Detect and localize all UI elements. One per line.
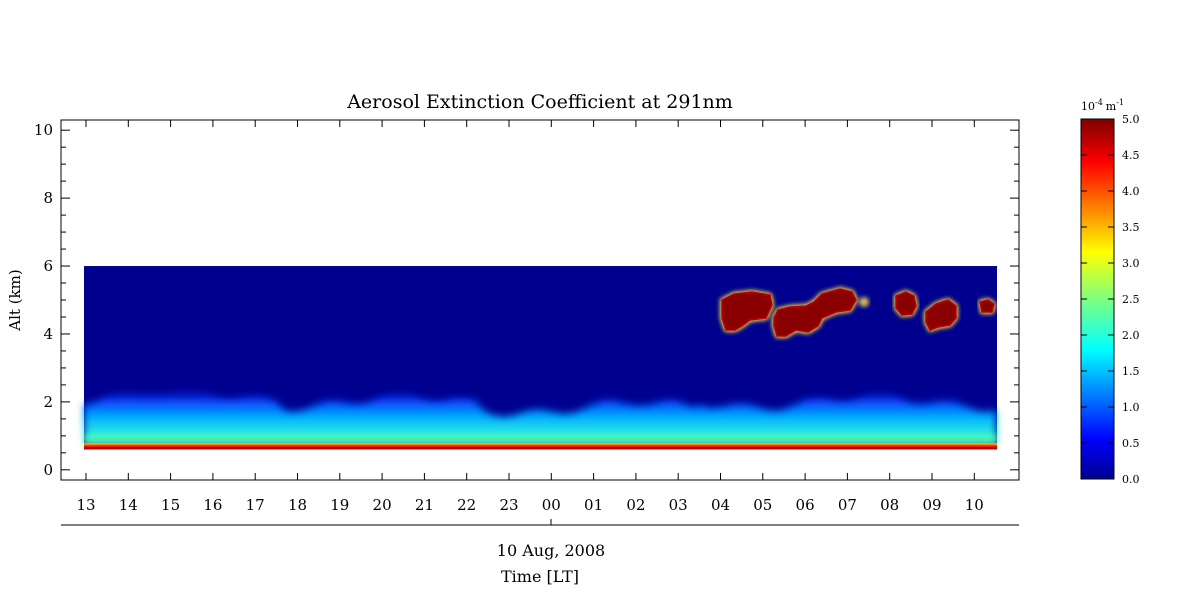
colorbar-tick-label: 2.5	[1122, 293, 1140, 306]
colorbar-tick-label: 0.5	[1122, 437, 1140, 450]
colorbar-tick-label: 2.0	[1122, 329, 1140, 342]
y-tick-label: 6	[43, 257, 53, 275]
cloud-feature	[721, 291, 773, 331]
x-axis-label: Time [LT]	[501, 567, 579, 586]
x-tick-label: 09	[922, 496, 941, 514]
y-tick-label: 2	[43, 393, 53, 411]
colorbar-tick-label: 5.0	[1122, 113, 1140, 126]
colorbar-tick-label: 1.5	[1122, 365, 1140, 378]
x-tick-label: 08	[880, 496, 899, 514]
heatmap-area	[84, 266, 997, 450]
x-tick-label: 19	[330, 496, 349, 514]
colorbar-unit: 10-4 m-1	[1081, 98, 1124, 113]
x-tick-label: 01	[584, 496, 603, 514]
x-tick-label: 13	[76, 496, 95, 514]
x-tick-label: 05	[753, 496, 772, 514]
colorbar: 0.0 0.5 1.0 1.5 2.0 2.5 3.0 3.5 4.0 4.5 5.0 10-4 m-…	[1080, 98, 1140, 486]
x-tick-label: 14	[119, 496, 138, 514]
cloud-feature	[895, 291, 917, 316]
colorbar-unit-label: m	[1106, 100, 1117, 113]
colorbar-unit-prefix: 10	[1081, 100, 1095, 113]
x-tick-label: 23	[499, 496, 518, 514]
x-tick-label: 04	[711, 496, 730, 514]
x-axis: 13 14 15 16 17 18 19 20 21 22 23 00 01 02 03 04 05 06 07 08…	[76, 120, 984, 514]
y-tick-label: 4	[43, 325, 53, 343]
y-tick-label: 8	[43, 189, 53, 207]
cloud-fragment	[859, 297, 869, 307]
y-tick-label: 0	[43, 461, 53, 479]
colorbar-tick-label: 3.0	[1122, 257, 1140, 270]
x-tick-label: 03	[669, 496, 688, 514]
x-tick-label: 15	[161, 496, 180, 514]
x-tick-label: 16	[203, 496, 222, 514]
colorbar-ticks: 0.0 0.5 1.0 1.5 2.0 2.5 3.0 3.5 4.0 4.5 5.0	[1081, 113, 1140, 486]
colorbar-tick-label: 4.0	[1122, 185, 1140, 198]
colorbar-tick-label: 3.5	[1122, 221, 1140, 234]
cloud-feature	[979, 299, 995, 313]
colorbar-tick-label: 0.0	[1122, 473, 1140, 486]
y-tick-label: 10	[34, 121, 53, 139]
x-tick-label: 07	[838, 496, 857, 514]
cloud-feature	[773, 288, 857, 337]
colorbar-tick-label: 1.0	[1122, 401, 1140, 414]
x-tick-label: 22	[457, 496, 476, 514]
chart-title: Aerosol Extinction Coefficient at 291nm	[346, 91, 733, 113]
x-tick-label: 10	[965, 496, 984, 514]
cloud-feature	[925, 299, 957, 331]
boundary-layer-core	[84, 434, 997, 445]
y-axis: 0 2 4 6 8 10	[34, 121, 1019, 479]
x-tick-label: 17	[246, 496, 265, 514]
y-axis-label: Alt (km)	[6, 269, 24, 331]
x-tick-label: 21	[415, 496, 434, 514]
x-tick-label: 02	[626, 496, 645, 514]
boundary-layer	[84, 386, 997, 445]
x-tick-label: 20	[373, 496, 392, 514]
colorbar-unit-exponent: -4	[1095, 98, 1103, 107]
colorbar-unit-label-exponent: -1	[1116, 98, 1124, 107]
x-tick-label: 06	[796, 496, 815, 514]
date-label: 10 Aug, 2008	[497, 541, 605, 560]
colorbar-tick-label: 4.5	[1122, 149, 1140, 162]
surface-layer	[84, 443, 997, 450]
x-tick-label: 00	[542, 496, 561, 514]
x-tick-label: 18	[288, 496, 307, 514]
